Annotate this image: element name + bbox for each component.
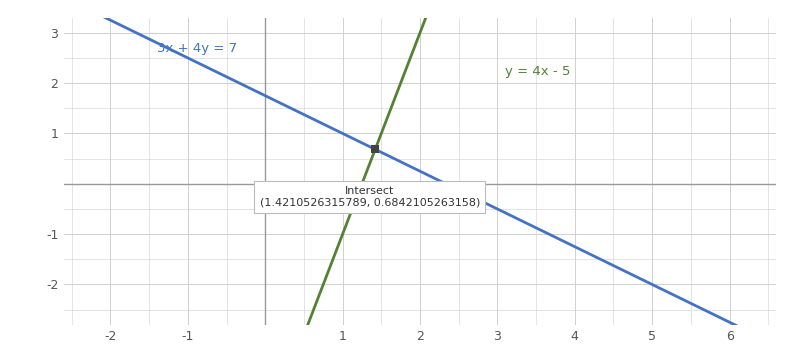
Text: 3x + 4y = 7: 3x + 4y = 7 (157, 42, 237, 55)
Text: y = 4x - 5: y = 4x - 5 (505, 65, 570, 78)
Text: Intersect
(1.4210526315789, 0.6842105263158): Intersect (1.4210526315789, 0.6842105263… (259, 186, 480, 208)
